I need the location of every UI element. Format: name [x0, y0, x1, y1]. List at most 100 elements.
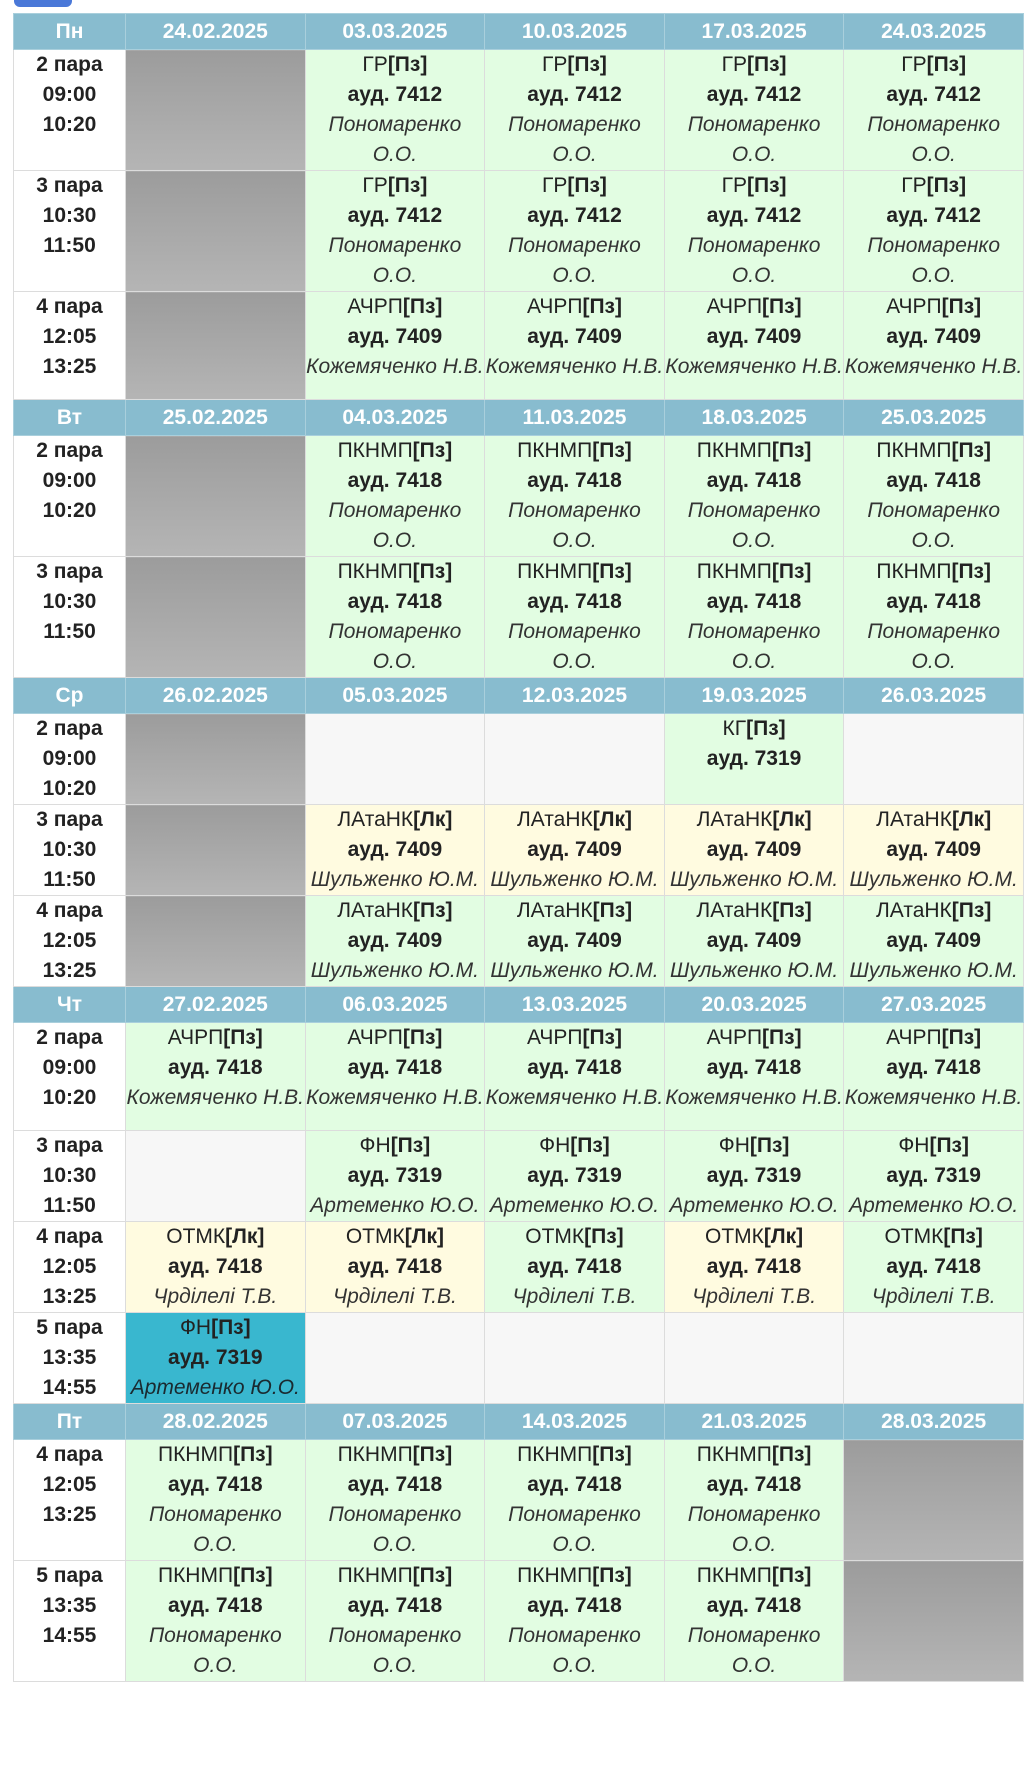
room-number: ауд. 7412 — [886, 204, 981, 227]
subject-line: ОТМК[Пз] — [486, 1223, 664, 1253]
lesson-cell[interactable]: АЧРП[Пз] ауд. 7418 Кожемяченко Н.В. — [484, 1022, 665, 1131]
lesson-type: [Лк] — [763, 1225, 804, 1248]
lesson-time-cell: 3 пара 10:30 11:50 — [13, 556, 126, 678]
day-name: Вт — [13, 399, 126, 436]
teacher-name: Пономаренко О.О. — [687, 234, 821, 287]
lesson-cell[interactable]: АЧРП[Пз] ауд. 7418 Кожемяченко Н.В. — [304, 1022, 486, 1131]
lesson-cell[interactable]: ПКНМП[Пз] ауд. 7418 Пономаренко О.О. — [843, 435, 1024, 557]
lesson-cell[interactable]: ЛАтаНК[Лк] ауд. 7409 Шульженко Ю.М. — [304, 804, 486, 896]
lesson-cell[interactable]: ФН[Пз] ауд. 7319 Артеменко Ю.О. — [663, 1130, 845, 1222]
teacher-name: Шульженко Ю.М. — [490, 959, 659, 982]
lesson-cell[interactable]: ПКНМП[Пз] ауд. 7418 Пономаренко О.О. — [304, 1560, 486, 1682]
lesson-cell[interactable]: ОТМК[Пз] ауд. 7418 Чрділелі Т.В. — [843, 1221, 1024, 1313]
lesson-cell[interactable]: ГР[Пз] ауд. 7412 Пономаренко О.О. — [843, 49, 1024, 171]
room-number: ауд. 7412 — [706, 83, 802, 106]
lesson-cell[interactable]: ПКНМП[Пз] ауд. 7418 Пономаренко О.О. — [663, 435, 845, 557]
lesson-type: [Пз] — [570, 1134, 610, 1157]
lesson-cell[interactable]: ЛАтаНК[Пз] ауд. 7409 Шульженко Ю.М. — [843, 895, 1024, 987]
lesson-cell[interactable]: ГР[Пз] ауд. 7412 Пономаренко О.О. — [484, 170, 665, 292]
lesson-row: 3 пара 10:30 11:50 ПКНМП[Пз] ауд. 7418 Понома… — [13, 556, 1024, 678]
lesson-cell[interactable]: ПКНМП[Пз] ауд. 7418 Пономаренко О.О. — [663, 556, 845, 678]
teacher-name: Артеменко Ю.О. — [130, 1376, 300, 1399]
lesson-end: 10:20 — [42, 777, 97, 800]
subject-line: ПКНМП[Пз] — [845, 558, 1023, 588]
top-tab-indicator[interactable] — [14, 0, 72, 7]
lesson-cell[interactable]: АЧРП[Пз] ауд. 7409 Кожемяченко Н.В. — [663, 291, 845, 400]
lesson-cell[interactable]: АЧРП[Пз] ауд. 7418 Кожемяченко Н.В. — [843, 1022, 1024, 1131]
lesson-cell[interactable]: ГР[Пз] ауд. 7412 Пономаренко О.О. — [663, 170, 845, 292]
lesson-cell[interactable]: ПКНМП[Пз] ауд. 7418 Пономаренко О.О. — [304, 435, 486, 557]
lesson-cell[interactable]: ПКНМП[Пз] ауд. 7418 Пономаренко О.О. — [304, 556, 486, 678]
lesson-cell[interactable]: ГР[Пз] ауд. 7412 Пономаренко О.О. — [663, 49, 845, 171]
lesson-end: 11:50 — [43, 1194, 96, 1217]
lesson-type: [Пз] — [926, 53, 967, 76]
lesson-cell[interactable]: АЧРП[Пз] ауд. 7409 Кожемяченко Н.В. — [484, 291, 665, 400]
lesson-cell[interactable]: ГР[Пз] ауд. 7412 Пономаренко О.О. — [304, 170, 486, 292]
lesson-cell[interactable]: ОТМК[Лк] ауд. 7418 Чрділелі Т.В. — [663, 1221, 845, 1313]
lesson-start: 10:30 — [42, 590, 97, 613]
lesson-type: [Пз] — [390, 1134, 431, 1157]
lesson-cell[interactable]: ГР[Пз] ауд. 7412 Пономаренко О.О. — [484, 49, 665, 171]
lesson-cell[interactable]: ПКНМП[Пз] ауд. 7418 Пономаренко О.О. — [484, 1560, 665, 1682]
day-name: Ср — [13, 677, 126, 714]
lesson-time-cell: 2 пара 09:00 10:20 — [13, 713, 126, 805]
subject-line: АЧРП[Пз] — [126, 1024, 304, 1054]
lesson-cell[interactable]: АЧРП[Пз] ауд. 7418 Кожемяченко Н.В. — [663, 1022, 845, 1131]
lesson-type: [Пз] — [584, 1225, 624, 1248]
lesson-cell[interactable]: ЛАтаНК[Лк] ауд. 7409 Шульженко Ю.М. — [484, 804, 665, 896]
teacher-name: Пономаренко О.О. — [328, 234, 462, 287]
lesson-cell[interactable]: АЧРП[Пз] ауд. 7418 Кожемяченко Н.В. — [125, 1022, 306, 1131]
lesson-cell[interactable]: ПКНМП[Пз] ауд. 7418 Пономаренко О.О. — [125, 1560, 306, 1682]
lesson-cell[interactable]: ЛАтаНК[Пз] ауд. 7409 Шульженко Ю.М. — [663, 895, 845, 987]
lesson-cell[interactable]: ПКНМП[Пз] ауд. 7418 Пономаренко О.О. — [663, 1560, 845, 1682]
lesson-cell[interactable]: ГР[Пз] ауд. 7412 Пономаренко О.О. — [843, 170, 1024, 292]
room-number: ауд. 7418 — [886, 469, 981, 492]
teacher-name: Пономаренко О.О. — [867, 234, 1001, 287]
lesson-cell[interactable]: АЧРП[Пз] ауд. 7409 Кожемяченко Н.В. — [304, 291, 486, 400]
subject-name: ФН — [359, 1134, 391, 1157]
subject-line: ПКНМП[Пз] — [486, 1562, 664, 1592]
lesson-cell[interactable]: ЛАтаНК[Лк] ауд. 7409 Шульженко Ю.М. — [843, 804, 1024, 896]
subject-name: АЧРП — [347, 1026, 403, 1049]
lesson-time-cell: 4 пара 12:05 13:25 — [13, 291, 126, 400]
lesson-cell[interactable]: ГР[Пз] ауд. 7412 Пономаренко О.О. — [304, 49, 486, 171]
room-number: ауд. 7409 — [886, 929, 981, 952]
subject-line: АЧРП[Пз] — [845, 1024, 1023, 1054]
lesson-type: [Лк] — [951, 808, 992, 831]
date-header: 26.03.2025 — [843, 677, 1024, 714]
lesson-cell[interactable]: ФН[Пз] ауд. 7319 Артеменко Ю.О. — [125, 1312, 306, 1404]
room-number: ауд. 7409 — [527, 929, 622, 952]
lesson-cell[interactable]: ПКНМП[Пз] ауд. 7418 Пономаренко О.О. — [304, 1439, 486, 1561]
lesson-cell[interactable]: ОТМК[Лк] ауд. 7418 Чрділелі Т.В. — [304, 1221, 486, 1313]
lesson-cell[interactable]: ПКНМП[Пз] ауд. 7418 Пономаренко О.О. — [663, 1439, 845, 1561]
lesson-cell[interactable]: ПКНМП[Пз] ауд. 7418 Пономаренко О.О. — [125, 1439, 306, 1561]
teacher-name: Чрділелі Т.В. — [512, 1285, 637, 1308]
empty-cell — [484, 1312, 665, 1404]
subject-name: ОТМК — [525, 1225, 585, 1248]
lesson-cell[interactable]: ЛАтаНК[Пз] ауд. 7409 Шульженко Ю.М. — [304, 895, 486, 987]
lesson-cell[interactable]: АЧРП[Пз] ауд. 7409 Кожемяченко Н.В. — [843, 291, 1024, 400]
lesson-cell[interactable]: ФН[Пз] ауд. 7319 Артеменко Ю.О. — [484, 1130, 665, 1222]
lesson-cell[interactable]: ПКНМП[Пз] ауд. 7418 Пономаренко О.О. — [484, 556, 665, 678]
lesson-cell[interactable]: ЛАтаНК[Лк] ауд. 7409 Шульженко Ю.М. — [663, 804, 845, 896]
lesson-cell[interactable]: ОТМК[Пз] ауд. 7418 Чрділелі Т.В. — [484, 1221, 665, 1313]
teacher-name: Кожемяченко Н.В. — [485, 1086, 664, 1109]
unavailable-cell — [843, 1439, 1024, 1561]
lesson-start: 13:35 — [42, 1594, 97, 1617]
room-number: ауд. 7418 — [706, 1473, 802, 1496]
lesson-cell[interactable]: ФН[Пз] ауд. 7319 Артеменко Ю.О. — [843, 1130, 1024, 1222]
lesson-cell[interactable]: ПКНМП[Пз] ауд. 7418 Пономаренко О.О. — [484, 435, 665, 557]
subject-name: АЧРП — [706, 1026, 763, 1049]
lesson-cell[interactable]: ПКНМП[Пз] ауд. 7418 Пономаренко О.О. — [843, 556, 1024, 678]
subject-name: ЛАтаНК — [516, 899, 593, 922]
lesson-type: [Пз] — [582, 1026, 622, 1049]
lesson-cell[interactable]: КГ[Пз] ауд. 7319 — [663, 713, 845, 805]
lesson-cell[interactable]: ЛАтаНК[Пз] ауд. 7409 Шульженко Ю.М. — [484, 895, 665, 987]
lesson-cell[interactable]: ПКНМП[Пз] ауд. 7418 Пономаренко О.О. — [484, 1439, 665, 1561]
lesson-cell[interactable]: ФН[Пз] ауд. 7319 Артеменко Ю.О. — [304, 1130, 486, 1222]
subject-line: ПКНМП[Пз] — [665, 437, 843, 467]
subject-name: ЛАтаНК — [876, 899, 952, 922]
date-header: 28.02.2025 — [125, 1403, 306, 1440]
subject-line: АЧРП[Пз] — [306, 1024, 484, 1054]
lesson-cell[interactable]: ОТМК[Лк] ауд. 7418 Чрділелі Т.В. — [125, 1221, 306, 1313]
